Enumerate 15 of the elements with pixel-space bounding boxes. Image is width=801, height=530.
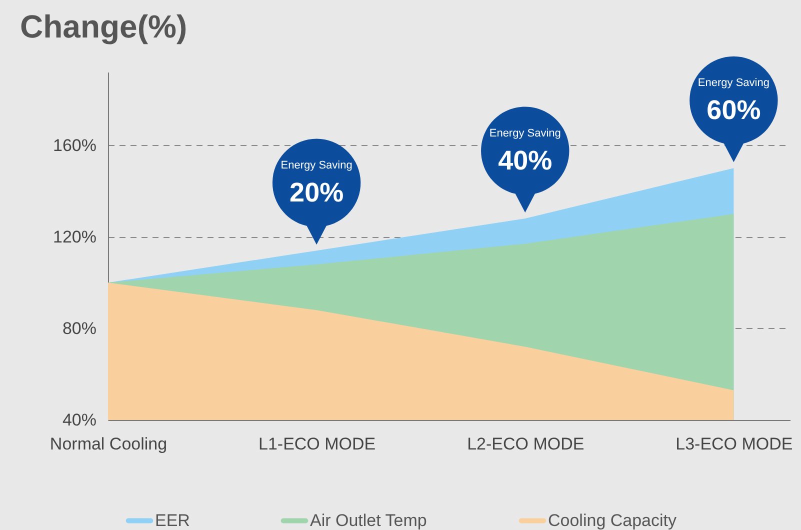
y-tick-label: 80%	[62, 318, 96, 338]
x-tick-label: L1-ECO MODE	[258, 434, 376, 454]
y-tick-label: 160%	[53, 136, 96, 155]
text: Energy Saving 20%	[280, 160, 352, 208]
text: Energy Saving 60%	[698, 77, 770, 126]
legend-label: Air Outlet Temp	[310, 510, 427, 530]
x-tick-label: L2-ECO MODE	[467, 434, 584, 454]
y-tick-label: 40%	[62, 410, 96, 430]
x-tick-label: L3-ECO MODE	[676, 434, 793, 454]
chart-title: Change(%)	[20, 8, 188, 44]
legend-label: Cooling Capacity	[548, 510, 678, 530]
x-tick-label: Normal Cooling	[50, 434, 168, 454]
text: Energy Saving 40%	[489, 128, 561, 176]
legend-label: EER	[155, 510, 190, 530]
y-tick-label: 120%	[53, 227, 96, 246]
